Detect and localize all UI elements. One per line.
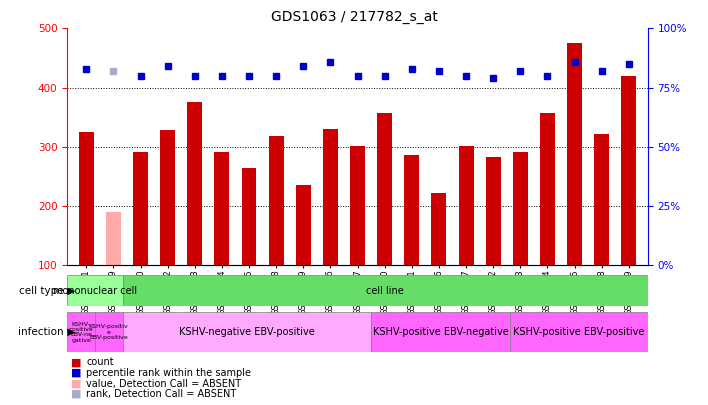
Text: KSHV-negative EBV-positive: KSHV-negative EBV-positive bbox=[179, 327, 315, 337]
Bar bbox=[540, 113, 555, 265]
Bar bbox=[431, 193, 446, 265]
Text: ■: ■ bbox=[71, 368, 81, 378]
Text: KSHV-positive EBV-positive: KSHV-positive EBV-positive bbox=[513, 327, 644, 337]
Bar bbox=[372, 312, 510, 352]
Text: ■: ■ bbox=[71, 358, 81, 367]
Text: mononuclear cell: mononuclear cell bbox=[53, 286, 137, 296]
Bar bbox=[404, 155, 419, 265]
Bar bbox=[106, 212, 121, 265]
Text: KSHV-
positive
EBV-ne
gative: KSHV- positive EBV-ne gative bbox=[69, 322, 93, 343]
Bar bbox=[350, 146, 365, 265]
Bar bbox=[241, 168, 256, 265]
Bar bbox=[622, 76, 636, 265]
Bar bbox=[133, 151, 148, 265]
Bar bbox=[67, 312, 95, 352]
Bar bbox=[486, 157, 501, 265]
Text: cell line: cell line bbox=[366, 286, 404, 296]
Bar bbox=[215, 151, 229, 265]
Text: ■: ■ bbox=[71, 379, 81, 388]
Bar bbox=[67, 275, 122, 306]
Text: percentile rank within the sample: percentile rank within the sample bbox=[86, 368, 251, 378]
Text: ▶: ▶ bbox=[64, 327, 75, 337]
Bar bbox=[269, 136, 284, 265]
Bar bbox=[160, 130, 175, 265]
Bar bbox=[188, 102, 202, 265]
Bar bbox=[594, 134, 609, 265]
Text: KSHV-positiv
e
EBV-positive: KSHV-positiv e EBV-positive bbox=[88, 324, 129, 340]
Bar bbox=[323, 129, 338, 265]
Text: KSHV-positive EBV-negative: KSHV-positive EBV-negative bbox=[372, 327, 508, 337]
Text: ■: ■ bbox=[71, 389, 81, 399]
Bar bbox=[567, 43, 582, 265]
Bar bbox=[377, 113, 392, 265]
Text: count: count bbox=[86, 358, 114, 367]
Text: rank, Detection Call = ABSENT: rank, Detection Call = ABSENT bbox=[86, 389, 236, 399]
Bar bbox=[79, 132, 93, 265]
Text: value, Detection Call = ABSENT: value, Detection Call = ABSENT bbox=[86, 379, 241, 388]
Bar bbox=[513, 151, 527, 265]
Bar bbox=[122, 312, 372, 352]
Text: GDS1063 / 217782_s_at: GDS1063 / 217782_s_at bbox=[270, 10, 438, 24]
Text: cell type: cell type bbox=[19, 286, 64, 296]
Bar bbox=[296, 185, 311, 265]
Text: ▶: ▶ bbox=[64, 286, 75, 296]
Bar bbox=[510, 312, 648, 352]
Bar bbox=[459, 146, 474, 265]
Text: infection: infection bbox=[18, 327, 64, 337]
Bar bbox=[95, 312, 122, 352]
